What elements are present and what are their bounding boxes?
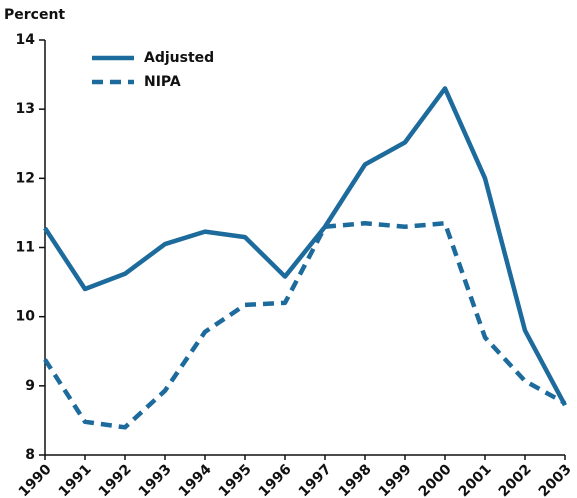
x-tick-label: 1991 — [56, 461, 95, 498]
x-tick-label: 1999 — [376, 461, 415, 498]
legend-label: Adjusted — [144, 50, 214, 66]
x-tick-label: 2000 — [416, 461, 455, 498]
x-tick-label: 1995 — [216, 461, 255, 498]
x-tick-label: 1997 — [296, 461, 335, 498]
y-tick-label: 12 — [16, 170, 35, 186]
legend-label: NIPA — [144, 74, 181, 90]
y-tick-label: 9 — [25, 378, 35, 394]
line — [43, 86, 567, 407]
y-tick-label: 13 — [16, 101, 35, 117]
y-axis-label: Percent — [4, 7, 65, 23]
x-tick-label: 1992 — [96, 461, 135, 498]
x-tick-label: 2002 — [496, 461, 535, 498]
y-tick-label: 10 — [16, 309, 36, 325]
line — [43, 221, 567, 430]
x-tick-label: 1993 — [136, 461, 175, 498]
x-tick-label: 1994 — [176, 461, 215, 498]
y-tick-label: 11 — [16, 240, 35, 256]
x-tick-label: 1996 — [256, 461, 295, 498]
x-tick-label: 2003 — [536, 461, 575, 498]
y-tick-label: 8 — [25, 447, 35, 463]
x-tick-label: 1990 — [16, 461, 55, 498]
x-tick-label: 2001 — [456, 461, 495, 498]
x-tick-label: 1998 — [336, 461, 375, 498]
y-tick-label: 14 — [16, 32, 36, 48]
